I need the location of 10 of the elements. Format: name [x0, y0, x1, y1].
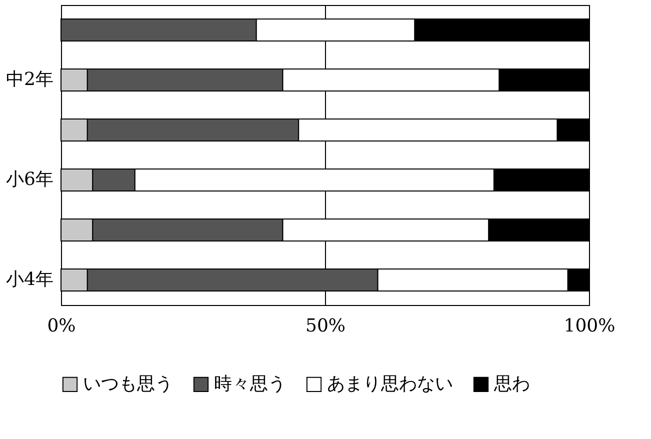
legend-label: 思わ	[493, 373, 530, 394]
legend-label: いつも思う	[83, 373, 173, 394]
x-tick-label: 50%	[305, 316, 346, 336]
legend-label: 時々思う	[214, 373, 286, 394]
y-tick-label: 小6年	[6, 169, 54, 190]
y-tick-label: 中2年	[6, 69, 54, 90]
y-tick-label: 小4年	[6, 269, 54, 290]
legend-label: あまり思わない	[327, 373, 453, 394]
x-tick-label: 100%	[564, 316, 616, 336]
x-tick-label: 0%	[47, 316, 76, 336]
